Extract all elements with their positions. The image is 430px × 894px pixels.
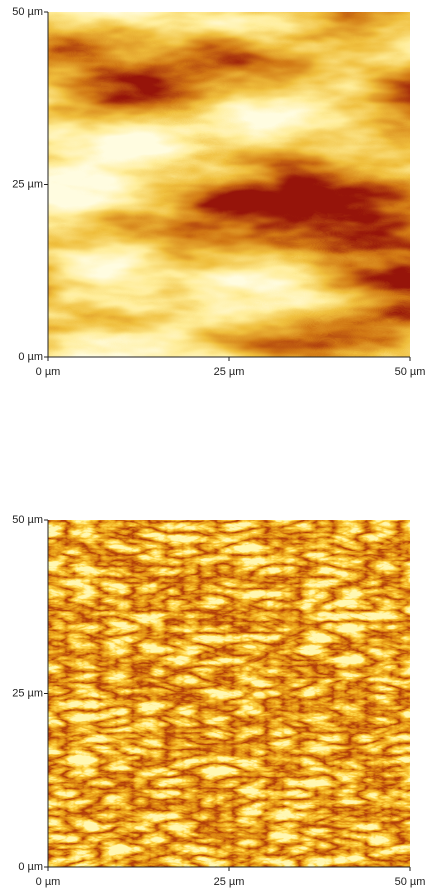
x-tick-label: 25 µm xyxy=(214,876,245,888)
y-tick-label: 0 µm xyxy=(18,861,43,873)
x-tick-label: 0 µm xyxy=(36,876,61,888)
y-tick-label: 50 µm xyxy=(12,514,43,526)
y-tick-label: 25 µm xyxy=(12,687,43,699)
y-tick-label: 25 µm xyxy=(12,178,43,190)
y-tick-label: 50 µm xyxy=(12,6,43,18)
figure: 0 µm 25 µm 50 µm 0 µm 25 µm 50 µm 0 µm 25 µm 50 … xyxy=(0,0,430,894)
x-tick-label: 50 µm xyxy=(395,366,426,378)
afm-image xyxy=(48,520,410,867)
x-tick-label: 50 µm xyxy=(395,876,426,888)
y-tick-label: 0 µm xyxy=(18,351,43,363)
x-tick-label: 25 µm xyxy=(214,366,245,378)
afm-image xyxy=(48,12,410,357)
x-tick-label: 0 µm xyxy=(36,366,61,378)
